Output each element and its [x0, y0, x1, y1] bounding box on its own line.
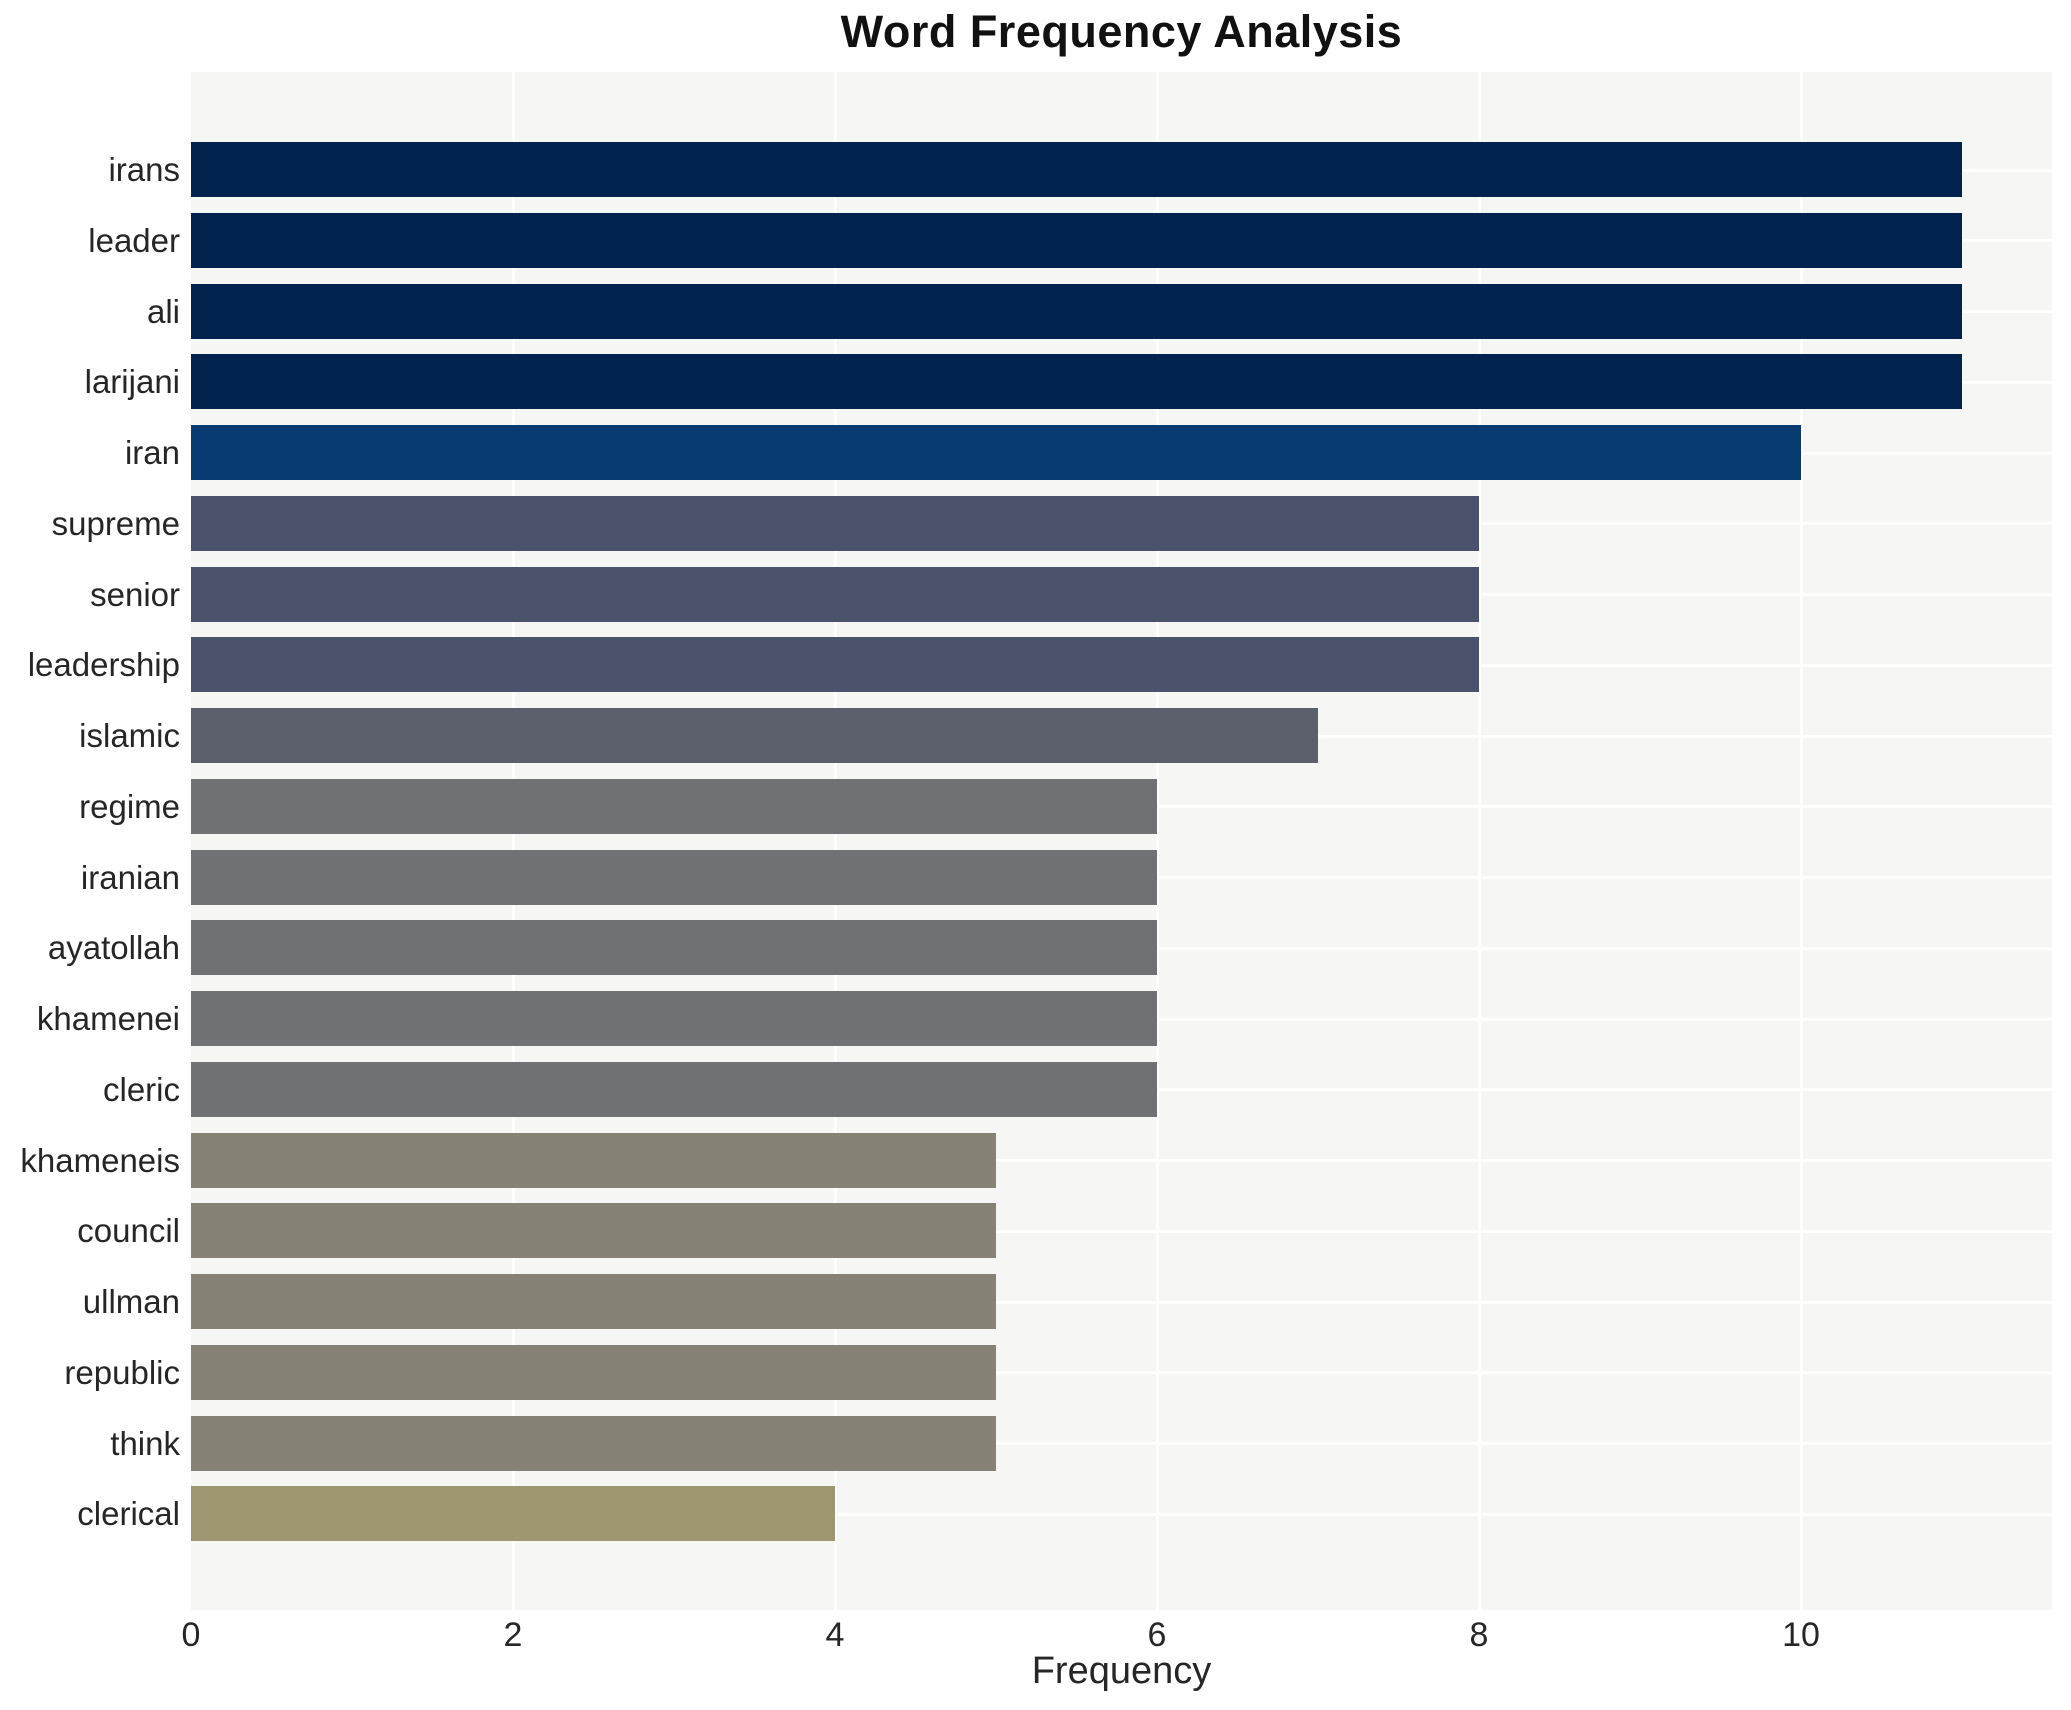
vertical-gridline	[1156, 72, 1159, 1610]
y-tick-label-iranian: iranian	[80, 858, 180, 896]
horizontal-gridline	[191, 1512, 2052, 1516]
x-tick-label-4: 4	[825, 1616, 845, 1654]
bar-ali	[191, 283, 1962, 339]
x-axis-title: Frequency	[1031, 1650, 1212, 1692]
bar-clerical	[191, 1486, 835, 1542]
y-tick-label-council: council	[77, 1212, 180, 1250]
bar-khameneis	[191, 1132, 996, 1188]
y-axis-labels: irans leader ali larijani iran supreme senior l…	[0, 0, 180, 1710]
y-tick-label-islamic: islamic	[79, 717, 180, 754]
vertical-gridline	[834, 72, 837, 1610]
x-tick-label-2: 2	[503, 1616, 523, 1654]
horizontal-gridline	[191, 1442, 2052, 1445]
horizontal-gridline	[191, 1371, 2052, 1375]
y-tick-label-think: think	[110, 1424, 180, 1462]
y-tick-label-ayatollah: ayatollah	[47, 929, 180, 967]
y-tick-label-leadership: leadership	[27, 646, 180, 684]
x-tick-label-0: 0	[181, 1616, 201, 1654]
bar-cleric	[191, 1061, 1157, 1117]
bar-irans	[191, 142, 1962, 197]
bar-ullman	[191, 1274, 996, 1329]
bar-leadership	[191, 637, 1479, 693]
y-tick-label-ullman: ullman	[82, 1283, 180, 1320]
vertical-gridline	[512, 72, 515, 1610]
y-tick-label-cleric: cleric	[102, 1070, 180, 1108]
y-tick-label-regime: regime	[79, 787, 180, 825]
x-tick-label-8: 8	[1469, 1616, 1489, 1654]
bar-council	[191, 1203, 996, 1259]
bar-leader	[191, 212, 1962, 268]
bar-iran	[191, 425, 1801, 480]
bar-islamic	[191, 708, 1318, 763]
horizontal-gridline	[191, 1300, 2052, 1304]
y-tick-label-clerical: clerical	[77, 1495, 180, 1533]
bar-think	[191, 1415, 996, 1471]
bar-republic	[191, 1344, 996, 1400]
y-tick-label-ali: ali	[146, 292, 180, 330]
horizontal-gridline	[191, 1159, 2052, 1162]
y-tick-label-khameneis: khameneis	[20, 1141, 180, 1179]
bar-ayatollah	[191, 920, 1157, 976]
vertical-gridline	[1800, 72, 1803, 1610]
horizontal-gridline	[191, 1229, 2052, 1233]
y-tick-label-supreme: supreme	[51, 504, 180, 542]
y-tick-label-leader: leader	[88, 221, 180, 259]
plot-area	[191, 72, 2052, 1610]
vertical-gridline	[1478, 72, 1481, 1610]
bar-senior	[191, 566, 1479, 622]
bar-regime	[191, 778, 1157, 834]
bar-iranian	[191, 849, 1157, 905]
bar-larijani	[191, 354, 1962, 410]
y-tick-label-irans: irans	[108, 151, 180, 188]
x-tick-label-6: 6	[1147, 1616, 1167, 1654]
y-tick-label-republic: republic	[64, 1353, 180, 1391]
y-tick-label-iran: iran	[124, 434, 180, 471]
y-tick-label-khamenei: khamenei	[36, 1000, 180, 1037]
chart-title: Word Frequency Analysis	[840, 6, 1403, 57]
y-tick-label-larijani: larijani	[84, 363, 180, 401]
bar-supreme	[191, 495, 1479, 551]
y-tick-label-senior: senior	[90, 575, 180, 613]
bar-khamenei	[191, 991, 1157, 1046]
x-tick-label-10: 10	[1782, 1616, 1820, 1654]
